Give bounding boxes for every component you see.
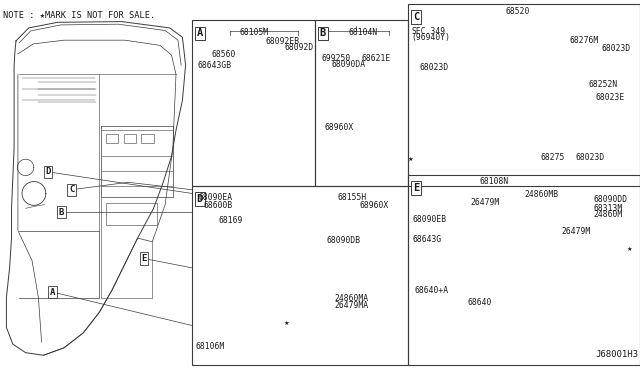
Text: B: B [59, 208, 64, 217]
Text: 699250: 699250 [321, 54, 351, 63]
Text: 68106M: 68106M [196, 342, 225, 351]
Text: 68520: 68520 [506, 7, 530, 16]
Text: 68108N: 68108N [480, 177, 509, 186]
Text: 68640: 68640 [467, 298, 492, 307]
Text: 24860MB: 24860MB [525, 190, 559, 199]
Text: 68275: 68275 [541, 153, 565, 161]
Bar [141, 134, 154, 143]
Text: 68313M: 68313M [594, 204, 623, 213]
Text: SEC.349: SEC.349 [412, 27, 445, 36]
Text: 68023D: 68023D [419, 63, 449, 72]
Text: NOTE : ★MARK IS NOT FOR SALE.: NOTE : ★MARK IS NOT FOR SALE. [3, 11, 155, 20]
Text: 24860M: 24860M [594, 210, 623, 219]
Text: D: D [196, 194, 203, 204]
Text: 68600B: 68600B [204, 201, 233, 210]
Text: 68643G: 68643G [412, 235, 442, 244]
Text: E: E [141, 254, 147, 263]
Text: 68252N: 68252N [589, 80, 618, 89]
Text: C: C [413, 12, 419, 22]
Text: ★: ★ [408, 157, 413, 162]
Text: 68090DA: 68090DA [332, 60, 365, 69]
Text: 68560: 68560 [211, 50, 236, 59]
Text: 26479M: 26479M [470, 198, 500, 207]
Text: 68105M: 68105M [240, 28, 269, 37]
Text: 24860MA: 24860MA [334, 294, 368, 303]
Text: (96940Y): (96940Y) [412, 33, 451, 42]
Text: A: A [196, 29, 203, 38]
Text: A: A [50, 288, 55, 296]
Text: 68092D: 68092D [285, 43, 314, 52]
Text: C: C [69, 185, 74, 194]
Text: 68104N: 68104N [349, 28, 378, 37]
Text: J68001H3: J68001H3 [595, 350, 638, 359]
Bar [408, 175, 640, 365]
Text: 68960X: 68960X [360, 201, 389, 210]
Text: 68090DD: 68090DD [594, 195, 628, 204]
Text: 68023D: 68023D [576, 153, 605, 161]
Bar [408, 4, 640, 186]
Text: 68090DB: 68090DB [326, 236, 360, 245]
Text: 68023D: 68023D [602, 44, 631, 53]
Text: B: B [319, 29, 326, 38]
Text: 68169: 68169 [219, 216, 243, 225]
Bar [124, 134, 136, 143]
Text: D: D [45, 167, 51, 176]
Text: 68155H: 68155H [338, 193, 367, 202]
Text: 68092EB: 68092EB [266, 37, 300, 46]
Bar [315, 20, 408, 186]
Text: ★: ★ [627, 247, 632, 252]
Text: 68090EB: 68090EB [412, 215, 446, 224]
Text: 68090EA: 68090EA [198, 193, 232, 202]
Text: 68276M: 68276M [570, 36, 599, 45]
Bar [192, 186, 408, 365]
Bar [106, 134, 118, 143]
Text: 68640+A: 68640+A [415, 286, 449, 295]
Text: 68643GB: 68643GB [197, 61, 231, 70]
Text: ★: ★ [284, 321, 289, 326]
Text: 68621E: 68621E [362, 54, 391, 63]
Text: 26479M: 26479M [562, 227, 591, 236]
Text: 68023E: 68023E [595, 93, 625, 102]
Text: E: E [413, 183, 419, 193]
Text: 26479MA: 26479MA [334, 301, 368, 310]
Bar [192, 20, 315, 186]
Text: 68960X: 68960X [324, 123, 354, 132]
Bar [106, 203, 157, 225]
